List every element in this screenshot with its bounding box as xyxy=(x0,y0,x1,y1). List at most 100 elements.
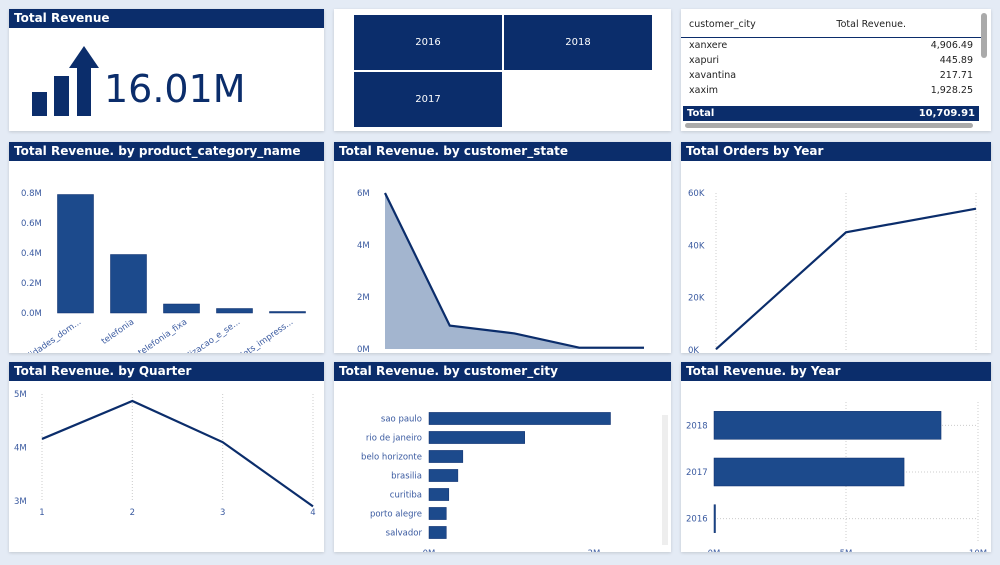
total-value: 10,709.91 xyxy=(918,108,975,119)
y-tick-label: 0.2M xyxy=(21,279,42,289)
bar xyxy=(713,457,905,487)
x-tick-label: 10M xyxy=(969,549,987,552)
y-tick-label: 40K xyxy=(688,241,705,251)
cell: xapuri xyxy=(689,54,720,66)
chart-title: Total Revenue. by Year xyxy=(681,362,991,381)
y-tick-label: sao paulo xyxy=(381,415,422,425)
x-tick-label: telefonia xyxy=(100,317,136,347)
chart-year: 0M 5M 10M 2018 2017 2016 xyxy=(686,402,987,559)
chart-card-cat: Total Revenue. by product_category_name 0… xyxy=(9,142,324,370)
bar-chart-up-arrow-icon xyxy=(32,46,99,116)
y-tick-label: 4M xyxy=(357,241,370,251)
chart-title: Total Revenue. by customer_state xyxy=(334,142,671,161)
series-line xyxy=(41,399,314,508)
y-tick-label: 0.0M xyxy=(21,309,42,319)
y-tick-label: 0.6M xyxy=(21,219,42,229)
area-fill xyxy=(385,193,644,349)
table-row: xaxim 1,928.25 xyxy=(681,83,981,98)
chart-title: Total Revenue. by Quarter xyxy=(9,362,324,381)
table-row: xanxere 4,906.49 xyxy=(681,37,981,53)
y-tick-label: 0.4M xyxy=(21,249,42,259)
bar xyxy=(428,450,464,463)
chart-title: Total Revenue. by product_category_name xyxy=(9,142,324,161)
y-tick-label: porto alegre xyxy=(370,510,422,520)
kpi-value: 16.01M xyxy=(104,67,246,111)
y-tick-label: salvador xyxy=(386,529,423,539)
chart-card-quarter: Total Revenue. by Quarter 3M 4M 5M 1 2 3 4 xyxy=(9,362,324,552)
y-tick-label: 4M xyxy=(14,444,27,454)
bar xyxy=(713,411,942,440)
bar xyxy=(110,254,147,314)
chart-title: Total Orders by Year xyxy=(681,142,991,161)
y-tick-label: 0M xyxy=(357,345,370,353)
chart-quarter: 3M 4M 5M 1 2 3 4 xyxy=(14,390,316,518)
x-tick-label: 2 xyxy=(130,508,135,518)
bar xyxy=(163,303,200,314)
x-tick-label: utilidades_dom... xyxy=(18,317,83,353)
bar xyxy=(216,308,253,314)
bar xyxy=(428,507,447,520)
chart-card-state: Total Revenue. by customer_state 0M 2M 4M 6M… xyxy=(334,142,671,366)
y-tick-label: 60K xyxy=(688,189,705,199)
table-total-row: Total 10,709.91 xyxy=(683,106,979,121)
y-tick-label: 20K xyxy=(688,294,705,304)
year-slicer: 2016 2018 2017 xyxy=(334,9,671,131)
x-tick-label: 1 xyxy=(39,508,44,518)
y-tick-label: 6M xyxy=(357,189,370,199)
bar xyxy=(713,504,716,533)
chart-title: Total Revenue. by customer_city xyxy=(334,362,671,381)
x-tick-label: 0M xyxy=(423,549,436,552)
x-tick-label: 0M xyxy=(708,549,721,552)
cell: 217.71 xyxy=(939,69,973,81)
y-tick-label: 0.8M xyxy=(21,189,42,199)
slicer-tile-2018[interactable]: 2018 xyxy=(504,15,652,70)
bar xyxy=(428,469,459,482)
kpi-card: Total Revenue 16.01M xyxy=(9,9,324,131)
vertical-scrollbar[interactable] xyxy=(981,13,987,58)
cell: 1,928.25 xyxy=(930,84,973,96)
cell: 445.89 xyxy=(939,54,973,66)
y-tick-label: curitiba xyxy=(390,491,422,501)
x-tick-label: telefonia_fixa xyxy=(137,317,190,353)
chart-state: 0M2M4M6MSPRSSCSETO xyxy=(357,189,650,366)
cell: xaxim xyxy=(689,84,718,96)
x-tick-label: 5M xyxy=(840,549,853,552)
y-tick-label: 3M xyxy=(14,497,27,507)
y-tick-label: 5M xyxy=(14,390,27,400)
cell: 4,906.49 xyxy=(930,39,973,51)
bar xyxy=(428,431,525,444)
x-tick-label: 3 xyxy=(220,508,225,518)
x-tick-label: 2M xyxy=(588,549,601,552)
y-tick-label: 0K xyxy=(688,346,699,353)
bar xyxy=(428,488,450,501)
y-tick-label: rio de janeiro xyxy=(366,434,422,444)
slicer-tile-2017[interactable]: 2017 xyxy=(354,72,502,127)
bar xyxy=(57,194,94,314)
bar xyxy=(428,412,611,425)
x-tick-label: 4 xyxy=(310,508,315,518)
chart-card-city: Total Revenue. by customer_city 0M 2M sao p… xyxy=(334,362,671,559)
y-tick-label: belo horizonte xyxy=(361,453,422,463)
total-label: Total xyxy=(687,108,715,119)
table-row: xapuri 445.89 xyxy=(681,53,981,68)
horizontal-scrollbar[interactable] xyxy=(685,123,973,128)
bar xyxy=(269,311,306,314)
city-table: customer_city Total Revenue. xanxere 4,906… xyxy=(681,9,991,131)
y-tick-label: 2018 xyxy=(686,421,708,431)
col-header-revenue[interactable]: Total Revenue. xyxy=(836,19,907,31)
chart-cat: 0.0M 0.2M 0.4M 0.6M 0.8M utilidades_dom... tel… xyxy=(18,189,306,370)
bar xyxy=(428,526,447,539)
cell: xavantina xyxy=(689,69,737,81)
col-header-city[interactable]: customer_city xyxy=(689,19,756,31)
slicer-tile-2016[interactable]: 2016 xyxy=(354,15,502,70)
chart-city: 0M 2M sao paulo rio de janeiro belo horizont… xyxy=(361,412,668,559)
vertical-scrollbar[interactable] xyxy=(662,415,668,545)
cell: xanxere xyxy=(689,39,728,51)
table-row: xavantina 217.71 xyxy=(681,68,981,83)
chart-card-orders: Total Orders by Year0K20K40K60K201620172… xyxy=(681,142,991,367)
y-tick-label: 2M xyxy=(357,293,370,303)
y-tick-label: 2017 xyxy=(686,468,708,478)
kpi-title: Total Revenue xyxy=(9,9,324,28)
y-tick-label: brasilia xyxy=(391,472,422,482)
y-tick-label: 2016 xyxy=(686,515,708,525)
